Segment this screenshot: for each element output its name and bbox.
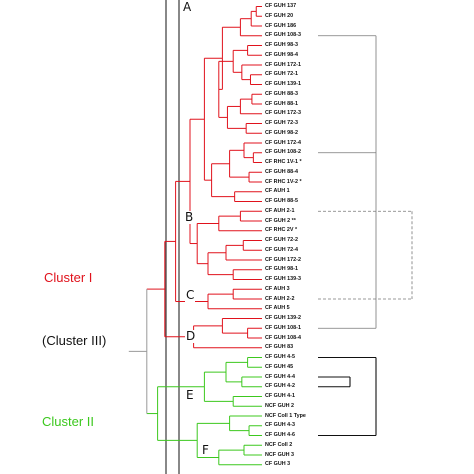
cluster-iii-label: (Cluster III) <box>42 333 107 348</box>
leaf-label: NCF Coll 1 Type <box>265 412 306 419</box>
leaf-label: CF GUH 98-2 <box>265 129 298 136</box>
leaf-label: CF GUH 4-3 <box>265 422 295 429</box>
leaf-label: NCF Coll 2 <box>265 441 293 448</box>
leaf-label: CF GUH 45 <box>265 363 294 370</box>
cluster-ii-label: Cluster II <box>42 414 95 429</box>
leaf-label: CF GUH 172-2 <box>265 256 301 263</box>
leaf-label: CF RHC 1V-2 * <box>265 178 302 185</box>
leaf-label: CF AUH 5 <box>265 305 290 312</box>
leaf-label: CF RHC 2V * <box>265 227 298 234</box>
leaf-label: CF GUH 172-3 <box>265 110 301 117</box>
leaf-label: CF RHC 1V-1 * <box>265 159 302 165</box>
leaf-label: NCF GUH 3 <box>265 451 295 458</box>
dendrogram-branches <box>128 0 413 474</box>
leaf-label: CF GUH 186 <box>265 22 297 29</box>
leaf-label: CF AUH 2-1 <box>265 207 295 214</box>
leaf-label: CF GUH 88-5 <box>265 198 298 204</box>
leaf-label: CF GUH 108-1 <box>265 324 301 331</box>
leaf-label: CF GUH 4-1 <box>265 393 295 399</box>
leaf-label: CF GUH 72-3 <box>265 120 298 126</box>
leaf-label: CF GUH 20 <box>265 12 294 19</box>
leaf-label: CF GUH 172-4 <box>265 139 301 146</box>
clade-label-e: E <box>185 388 195 402</box>
leaf-label: CF GUH 139-2 <box>265 315 301 321</box>
leaf-label: CF GUH 88-3 <box>265 90 298 97</box>
leaf-label: CF GUH 108-3 <box>265 32 301 39</box>
leaf-label: CF GUH 4-5 <box>265 354 295 360</box>
leaf-label: CF AUH 1 <box>265 188 290 195</box>
leaf-label: NCF GUH 2 <box>265 402 295 409</box>
clade-label-a: A <box>182 0 193 14</box>
leaf-label: CF GUH 98-4 <box>265 51 298 58</box>
leaf-label: CF GUH 139-3 <box>265 276 301 282</box>
leaf-label: CF GUH 72-4 <box>265 246 298 253</box>
leaf-label: CF GUH 88-1 <box>265 100 298 107</box>
leaf-label: CF AUH 3 <box>265 285 290 292</box>
leaf-label: CF AUH 2-2 <box>265 295 295 302</box>
clade-label-b: B <box>184 210 195 224</box>
leaf-label: CF GUH 139-1 <box>265 81 301 87</box>
clade-label-d: D <box>185 329 197 343</box>
leaf-label: CF GUH 98-3 <box>265 42 298 48</box>
clade-label-c: C <box>185 288 196 302</box>
leaf-label: CF GUH 172-1 <box>265 61 301 68</box>
leaf-label: CF GUH 108-4 <box>265 334 301 341</box>
leaf-label: CF GUH 137 <box>265 3 297 9</box>
leaf-label: CF GUH 4-6 <box>265 432 295 438</box>
leaf-label: CF GUH 3 <box>265 461 291 468</box>
leaf-label: CF GUH 72-1 <box>265 71 298 78</box>
leaf-label: CF GUH 4-2 <box>265 383 295 390</box>
clade-label-f: F <box>201 443 210 457</box>
leaf-label: CF GUH 88-4 <box>265 168 298 175</box>
leaf-label: CF GUH 4-4 <box>265 373 295 380</box>
leaf-label: CF GUH 72-2 <box>265 237 298 243</box>
leaf-label: CF GUH 98-1 <box>265 266 298 273</box>
cluster-i-label: Cluster I <box>44 270 93 285</box>
leaf-label: CF GUH 83 <box>265 344 294 351</box>
leaf-label: CF GUH 108-2 <box>265 149 301 156</box>
leaf-label: CF GUH 2 ** <box>265 217 296 224</box>
